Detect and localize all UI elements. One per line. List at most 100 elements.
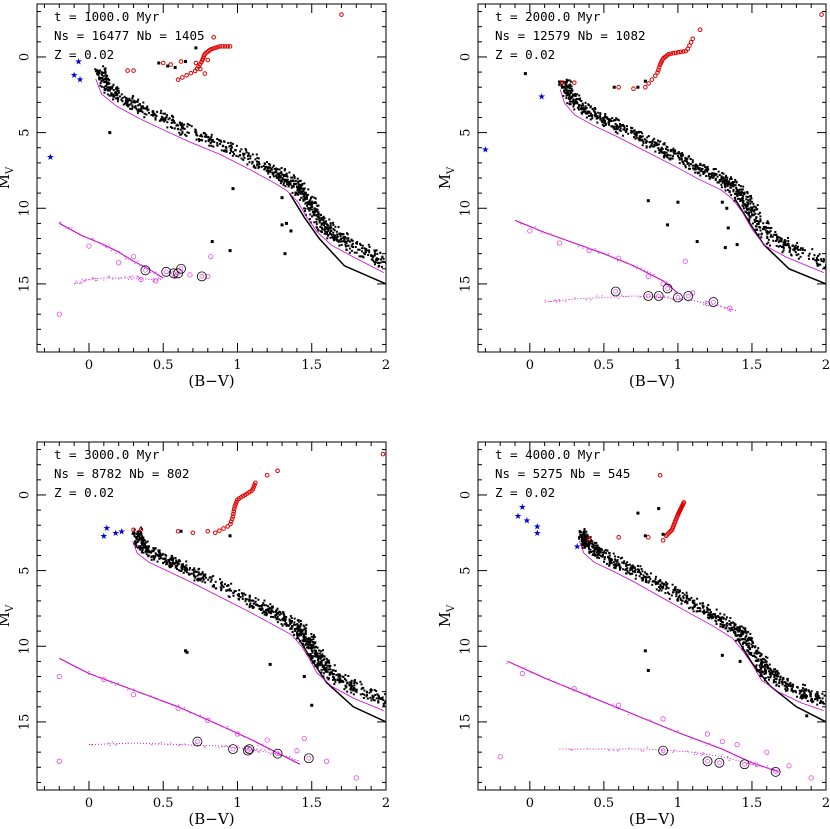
ms-star [320, 230, 323, 233]
ms-star [667, 591, 670, 594]
ms-star [180, 126, 183, 129]
ms-star [332, 228, 335, 231]
ms-star [583, 540, 586, 543]
ms-star [199, 135, 202, 138]
ms-star [629, 566, 632, 569]
wd-dot [703, 753, 706, 755]
ms-star [796, 241, 799, 244]
ms-star [675, 593, 678, 596]
red-giant-star [560, 80, 565, 85]
ms-star [712, 168, 715, 171]
ms-star [269, 171, 272, 174]
wd-dot [294, 759, 296, 761]
ms-star [314, 653, 317, 656]
ms-star [279, 175, 282, 178]
ms-star [151, 110, 154, 113]
ms-star [275, 609, 278, 612]
ms-star [566, 102, 569, 105]
ms-star [158, 554, 161, 557]
ms-star [318, 664, 321, 667]
ms-star [681, 152, 684, 155]
ms-star [677, 151, 680, 154]
ms-star [642, 577, 645, 580]
ms-star [760, 658, 763, 661]
ms-star [602, 118, 605, 121]
ms-star [730, 178, 733, 181]
ms-star [134, 101, 137, 104]
ms-star [754, 228, 757, 231]
x-tick-label: 2 [822, 796, 830, 811]
ms-star [278, 611, 281, 614]
ms-star [696, 167, 699, 170]
ms-star [572, 102, 575, 105]
ms-star [100, 71, 103, 74]
ms-star [291, 185, 294, 188]
ms-star [265, 604, 268, 607]
wd-dot [729, 310, 732, 312]
ms-star [817, 696, 820, 699]
ms-star [164, 553, 167, 556]
ms-star [758, 225, 761, 228]
ms-star [336, 233, 339, 236]
red-giant-star [697, 27, 703, 33]
wd-dot [506, 661, 509, 663]
ms-star [167, 560, 170, 563]
wd-dot [109, 745, 111, 747]
ms-star [347, 237, 350, 240]
ms-star [589, 548, 592, 551]
ms-star [609, 561, 612, 564]
ms-star [760, 660, 763, 663]
ms-star [197, 568, 200, 571]
wd-marker [208, 254, 214, 260]
ms-star [614, 558, 617, 561]
ms-star [582, 108, 585, 111]
ms-star [151, 549, 154, 552]
ms-star [787, 684, 790, 687]
ms-star [259, 605, 262, 608]
ms-star [654, 583, 657, 586]
ms-star [572, 105, 575, 108]
ms-star [723, 179, 726, 182]
ms-star [689, 606, 692, 609]
ms-star [270, 610, 273, 613]
ms-star [747, 649, 750, 652]
ms-star [615, 126, 618, 129]
wd-dot [553, 299, 556, 302]
ms-star [345, 248, 348, 251]
ms-star [131, 107, 134, 110]
ms-star [759, 215, 762, 218]
ms-star [766, 656, 769, 659]
ms-star [168, 564, 171, 567]
ms-star [375, 258, 378, 261]
ms-star [375, 257, 378, 260]
ms-star [346, 239, 349, 242]
ms-star [759, 220, 762, 223]
ms-star [115, 88, 118, 91]
ms-star [318, 649, 321, 652]
ms-star [297, 189, 300, 192]
ms-star [761, 666, 764, 669]
ms-star [689, 157, 692, 160]
ms-star [608, 563, 611, 566]
ms-star [214, 580, 217, 583]
ms-star [724, 189, 727, 192]
ms-star [212, 575, 215, 578]
ms-star [193, 579, 196, 582]
ms-star [342, 680, 345, 683]
ms-star [299, 179, 302, 182]
ms-star [721, 181, 724, 184]
ms-star [580, 539, 583, 542]
ms-star [376, 693, 379, 696]
ms-star [268, 162, 271, 165]
ms-star [752, 205, 755, 208]
wd-dot [549, 300, 551, 303]
ms-star [251, 606, 254, 609]
y-tick-label: 0 [459, 53, 474, 61]
wd-dot [696, 753, 698, 756]
ms-star [769, 227, 772, 230]
ms-star [560, 84, 563, 87]
ms-star [623, 128, 626, 131]
ms-star [156, 554, 159, 557]
ms-star [172, 561, 175, 564]
ms-star [741, 201, 744, 204]
